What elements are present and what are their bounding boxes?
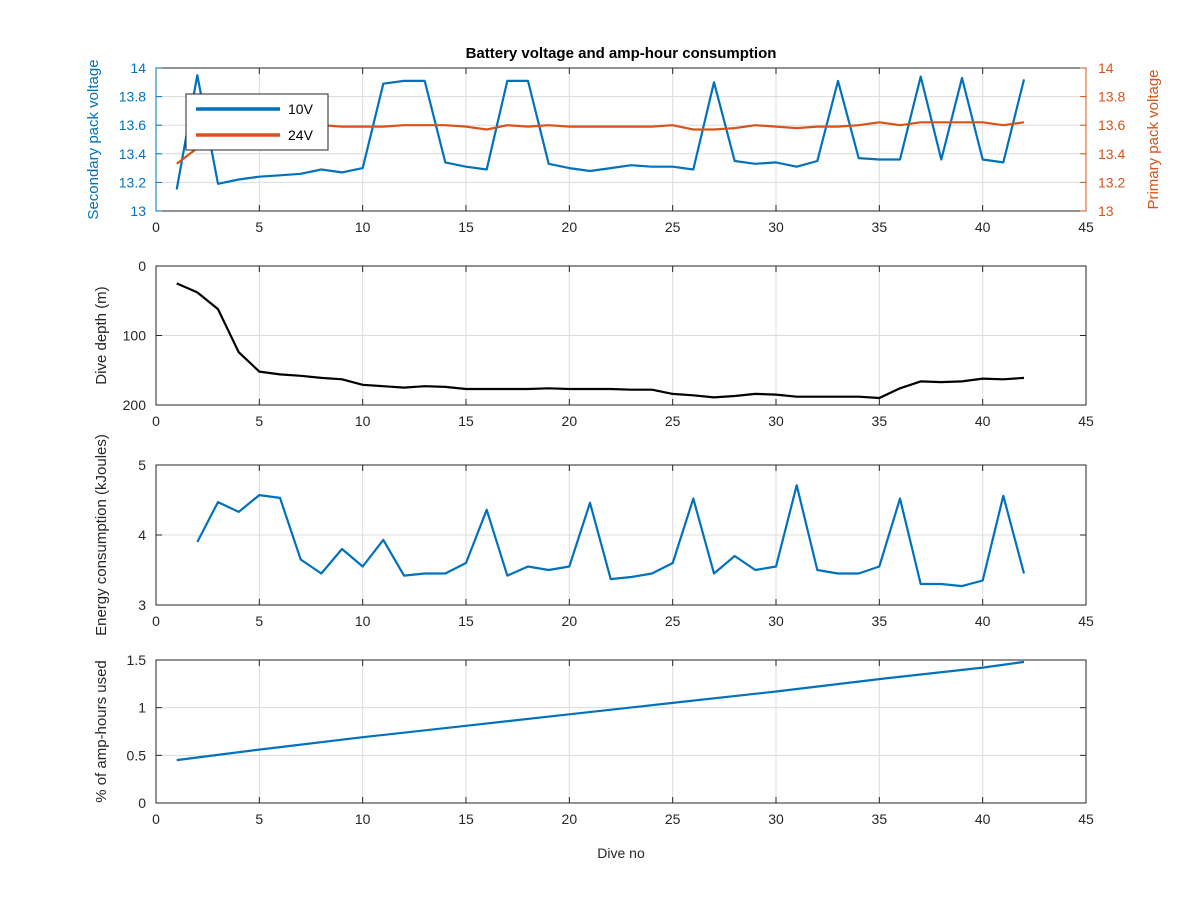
y-tick-label: 13 [130,203,146,219]
x-tick-label: 35 [872,613,888,629]
x-tick-label: 10 [355,413,371,429]
y-tick-label-right: 13.8 [1098,89,1125,105]
x-tick-label: 20 [562,413,578,429]
x-tick-label: 25 [665,811,681,827]
x-tick-label: 35 [872,219,888,235]
y-axis-label: Energy consumption (kJoules) [93,434,110,636]
subplot-4: 0 5 10 15 20 25 30 35 40 45 0 0.5 1 1.5 % of amp-hours… [93,652,1094,827]
y-axis-label: Dive depth (m) [93,286,110,384]
y-tick-label: 3 [138,597,146,613]
y-tick-label: 13.4 [119,146,146,162]
x-tick-label: 5 [255,219,263,235]
x-tick-label: 25 [665,613,681,629]
x-tick-label: 30 [768,613,784,629]
x-tick-label: 5 [255,613,263,629]
legend: 10V 24V [185,93,329,151]
subplot-1: 0 5 10 15 20 25 30 35 40 451313.213.413.613.81413… [85,59,1162,235]
y-tick-label: 1 [138,700,146,716]
y-tick-label-right: 14 [1098,60,1114,76]
right-y-axis-label: Primary pack voltage [1145,69,1162,209]
x-tick-label: 30 [768,219,784,235]
x-tick-label: 40 [975,413,991,429]
x-tick-label: 0 [152,219,160,235]
legend-box [185,93,329,151]
y-tick-label-right: 13.4 [1098,146,1125,162]
y-tick-label-right: 13 [1098,203,1114,219]
y-tick-label: 100 [123,328,147,344]
subplot-2: 0 5 10 15 20 25 30 35 40 45 0 100 200 Dive depth (m) [93,258,1094,429]
chart-title: Battery voltage and amp-hour consumption [466,45,777,62]
series-line-10v [175,74,1026,190]
x-tick-label: 35 [872,811,888,827]
y-axis-label: Secondary pack voltage [85,59,102,219]
x-tick-label: 40 [975,219,991,235]
series-line-1 [176,282,1025,400]
x-tick-label: 20 [562,219,578,235]
x-tick-label: 0 [152,811,160,827]
x-tick-label: 10 [355,811,371,827]
y-tick-label-right: 13.2 [1098,174,1125,190]
x-tick-label: 15 [458,811,474,827]
x-tick-label: 10 [355,219,371,235]
x-tick-label: 25 [665,413,681,429]
y-tick-label: 200 [123,397,147,413]
y-tick-label-right: 13.6 [1098,117,1125,133]
x-tick-label: 25 [665,219,681,235]
y-tick-label: 14 [130,60,146,76]
x-tick-label: 40 [975,613,991,629]
y-tick-label: 0 [138,258,146,274]
x-tick-label: 5 [255,413,263,429]
plot-area [156,660,1086,803]
y-tick-label: 0.5 [127,747,147,763]
x-tick-label: 0 [152,613,160,629]
x-axis-label: Dive no [597,845,645,861]
legend-label: 10V [288,101,314,117]
x-tick-label: 10 [355,613,371,629]
x-tick-label: 45 [1078,219,1094,235]
x-tick-label: 15 [458,613,474,629]
x-tick-label: 15 [458,219,474,235]
axes-box [155,659,1087,804]
y-tick-label: 5 [138,457,146,473]
y-tick-label: 13.8 [119,89,146,105]
y-tick-label: 4 [138,527,146,543]
legend-label: 24V [288,127,314,143]
series-line-1 [196,484,1026,588]
x-tick-label: 20 [562,811,578,827]
y-tick-label: 1.5 [127,652,147,668]
x-tick-label: 40 [975,811,991,827]
y-axis-label: % of amp-hours used [93,660,110,803]
subplot-group: 0 5 10 15 20 25 30 35 40 451313.213.413.613.81413… [85,59,1162,827]
series-line-1 [176,660,1025,762]
y-tick-label: 13.2 [119,174,146,190]
y-tick-label: 0 [138,795,146,811]
x-tick-label: 45 [1078,613,1094,629]
x-tick-label: 30 [768,811,784,827]
x-tick-label: 15 [458,413,474,429]
x-tick-label: 45 [1078,413,1094,429]
x-tick-label: 35 [872,413,888,429]
x-tick-label: 5 [255,811,263,827]
x-tick-label: 30 [768,413,784,429]
y-tick-label: 13.6 [119,117,146,133]
x-tick-label: 45 [1078,811,1094,827]
x-tick-label: 20 [562,613,578,629]
x-tick-label: 0 [152,413,160,429]
